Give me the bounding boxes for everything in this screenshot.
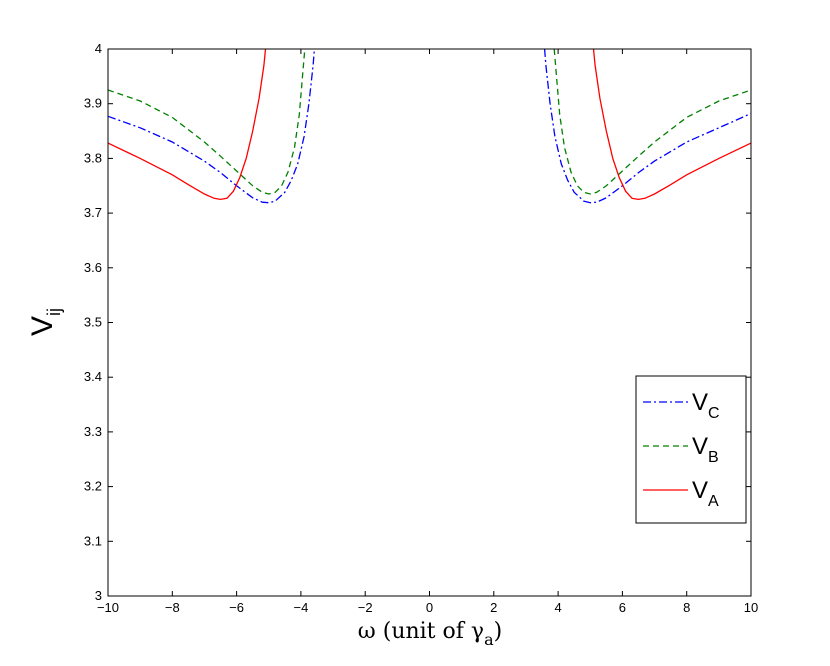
legend-label-a: VA xyxy=(692,477,719,510)
y-tick-label: 3.7 xyxy=(84,205,102,220)
series-line-b-2 xyxy=(553,48,752,195)
series-layer xyxy=(107,48,752,204)
x-tick-label: −4 xyxy=(293,600,308,615)
series-line-b-1 xyxy=(107,48,306,195)
y-tick-label: 3.9 xyxy=(84,96,102,111)
y-tick-label: 3.2 xyxy=(84,479,102,494)
y-tick-label: 4 xyxy=(95,41,102,56)
y-tick-label: 3.6 xyxy=(84,260,102,275)
y-tick-label: 3.8 xyxy=(84,150,102,165)
y-tick-label: 3.1 xyxy=(84,533,102,548)
x-tick-label: 4 xyxy=(554,600,561,615)
y-axis-title-main: V xyxy=(26,316,59,336)
x-axis-title-suffix: ) xyxy=(494,619,503,644)
y-axis-title-sub: ij xyxy=(44,308,64,316)
x-tick-label: −6 xyxy=(229,600,244,615)
y-tick-label: 3 xyxy=(95,588,102,603)
series-line-c-1 xyxy=(107,48,316,204)
x-axis-title-prefix: ω (unit of γ xyxy=(358,619,484,644)
y-tick-label: 3.3 xyxy=(84,424,102,439)
x-tick-label: 6 xyxy=(619,600,626,615)
x-tick-label: −2 xyxy=(358,600,373,615)
legend-label-b: VB xyxy=(692,433,719,466)
series-line-a-1 xyxy=(107,48,267,201)
x-tick-label: 0 xyxy=(426,600,433,615)
legend: VC VB VA xyxy=(635,375,747,524)
series-line-c-2 xyxy=(543,48,752,204)
x-axis-title-sub: a xyxy=(484,630,494,649)
x-tick-label: 8 xyxy=(683,600,690,615)
x-tick-label: 2 xyxy=(490,600,497,615)
y-axis-title: Vij xyxy=(26,308,64,336)
legend-box xyxy=(635,375,747,524)
ticks-layer: −10 −8 −6 −4 −2 0 2 4 6 8 10 3 3.1 3.2 3.3 3.4 3.5 3.6 3.7… xyxy=(84,41,758,615)
series-line-a-2 xyxy=(592,48,752,201)
svg-text:Vij: Vij xyxy=(26,308,64,336)
y-tick-label: 3.4 xyxy=(84,369,102,384)
y-tick-label: 3.5 xyxy=(84,315,102,330)
x-axis-title: ω (unit of γa) xyxy=(358,619,502,649)
x-tick-label: 10 xyxy=(744,600,758,615)
x-tick-label: −8 xyxy=(165,600,180,615)
x-tick-label: −10 xyxy=(97,600,119,615)
legend-label-c: VC xyxy=(692,389,720,422)
